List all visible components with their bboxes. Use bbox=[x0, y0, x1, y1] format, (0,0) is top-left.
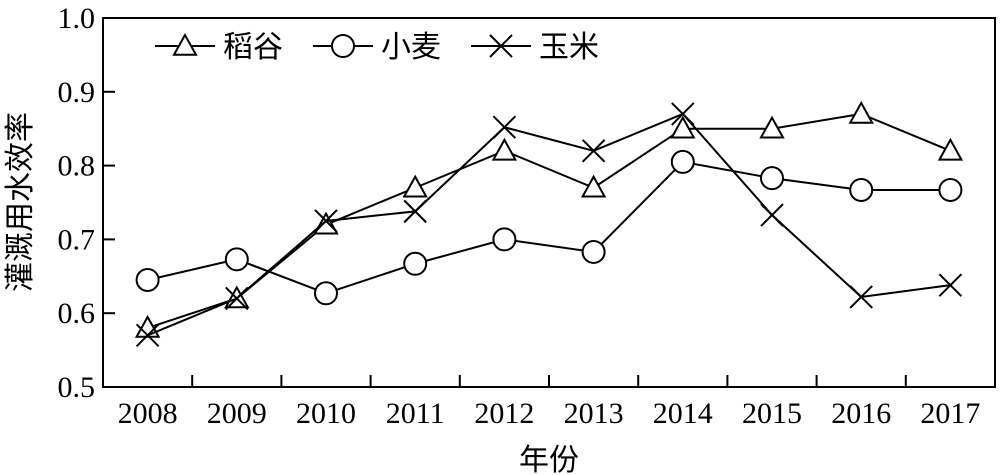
data-point bbox=[135, 267, 160, 292]
data-point bbox=[937, 137, 964, 161]
series-line bbox=[147, 160, 951, 295]
legend-marker bbox=[489, 34, 513, 58]
data-point bbox=[938, 177, 963, 202]
data-point bbox=[314, 209, 338, 233]
legend-label: 玉米 bbox=[539, 30, 599, 65]
legend-marker bbox=[172, 32, 198, 56]
data-point bbox=[313, 211, 339, 235]
data-point bbox=[849, 177, 874, 202]
data-point bbox=[759, 115, 785, 139]
y-tick-label: 0.5 bbox=[58, 371, 96, 404]
data-point bbox=[134, 314, 161, 338]
y-tick-label: 0.8 bbox=[58, 150, 96, 183]
legend: 稻谷 小麦 玉米 bbox=[155, 30, 599, 65]
x-tick-label: 2015 bbox=[742, 397, 802, 430]
plot-frame bbox=[102, 17, 996, 388]
data-point bbox=[581, 139, 606, 163]
x-tick-label: 2016 bbox=[831, 397, 891, 430]
x-tick-label: 2014 bbox=[653, 397, 713, 430]
y-tick-label: 0.6 bbox=[58, 297, 96, 330]
x-tick-label: 2017 bbox=[920, 397, 980, 430]
data-point bbox=[581, 239, 606, 264]
data-point bbox=[402, 174, 428, 198]
data-point bbox=[848, 100, 874, 124]
y-tick-label: 0.7 bbox=[58, 223, 96, 256]
data-point bbox=[849, 285, 873, 309]
y-tick-label: 0.9 bbox=[58, 76, 96, 109]
legend-item: 小麦 bbox=[313, 30, 441, 65]
legend-item: 稻谷 bbox=[155, 30, 283, 65]
data-point bbox=[492, 115, 517, 139]
data-point bbox=[492, 227, 517, 252]
x-tick-label: 2008 bbox=[118, 397, 178, 430]
x-axis-label: 年份 bbox=[519, 443, 579, 475]
legend-label: 稻谷 bbox=[223, 30, 283, 65]
data-point bbox=[760, 166, 784, 191]
data-point bbox=[225, 286, 249, 311]
y-tick-label: 1.0 bbox=[58, 2, 96, 35]
series-line bbox=[147, 112, 951, 337]
data-point bbox=[314, 281, 338, 306]
data-point bbox=[135, 323, 160, 348]
legend-label: 小麦 bbox=[381, 30, 441, 65]
series-line bbox=[147, 112, 951, 329]
x-tick-label: 2011 bbox=[386, 397, 445, 430]
x-tick-label: 2010 bbox=[296, 397, 356, 430]
x-tick-label: 2013 bbox=[564, 397, 624, 430]
data-point bbox=[670, 149, 695, 174]
data-point bbox=[938, 273, 963, 297]
data-point bbox=[671, 102, 695, 126]
x-tick-label: 2012 bbox=[474, 397, 534, 430]
legend-item: 玉米 bbox=[471, 30, 599, 65]
y-axis-label: 灌溉用水效率 bbox=[3, 112, 38, 292]
data-point bbox=[491, 137, 518, 161]
data-point bbox=[403, 251, 428, 276]
series-x bbox=[135, 102, 963, 348]
series-triangle bbox=[134, 100, 964, 338]
data-point bbox=[403, 199, 427, 224]
x-tick-label: 2009 bbox=[207, 397, 267, 430]
data-point bbox=[224, 247, 249, 272]
series-circle bbox=[135, 149, 963, 306]
data-point bbox=[760, 203, 784, 227]
legend-marker bbox=[331, 34, 355, 58]
data-point bbox=[670, 115, 696, 139]
data-point bbox=[580, 174, 607, 198]
